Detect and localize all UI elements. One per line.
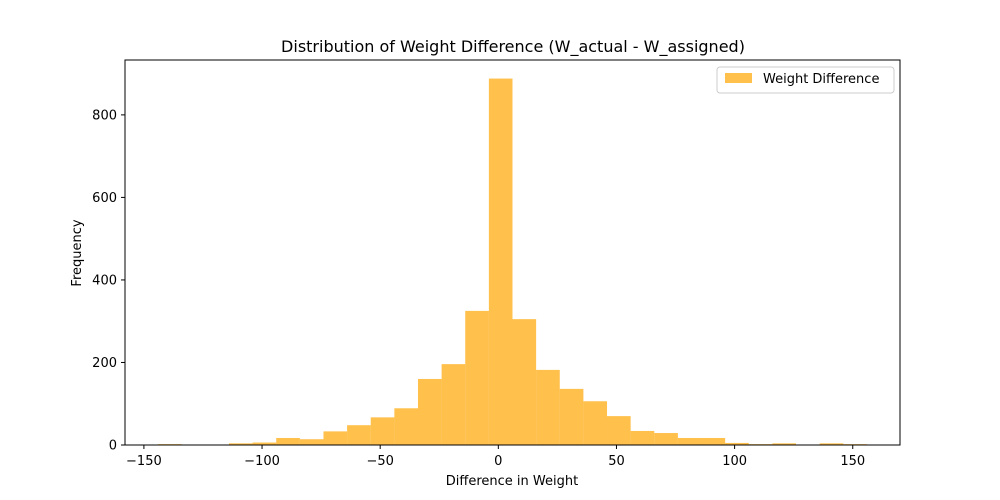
histogram-bar-6 bbox=[299, 439, 324, 445]
histogram-bar-12 bbox=[441, 364, 466, 445]
histogram-bar-8 bbox=[347, 425, 371, 445]
histogram-bar-28 bbox=[819, 443, 844, 445]
x-tick-label: −150 bbox=[126, 454, 162, 469]
chart-title: Distribution of Weight Difference (W_act… bbox=[281, 37, 745, 57]
histogram-bar-4 bbox=[252, 442, 277, 445]
histogram-bar-7 bbox=[323, 431, 348, 445]
bars-group bbox=[158, 78, 867, 446]
y-tick-label: 800 bbox=[92, 108, 117, 123]
histogram-bar-14 bbox=[488, 78, 513, 446]
histogram-bar-24 bbox=[725, 442, 749, 445]
histogram-bar-3 bbox=[228, 443, 253, 445]
y-tick-label: 600 bbox=[92, 191, 117, 206]
histogram-bar-21 bbox=[654, 433, 678, 445]
x-tick-label: 100 bbox=[722, 454, 747, 469]
x-axis-label: Difference in Weight bbox=[446, 474, 578, 489]
histogram-bar-18 bbox=[583, 401, 608, 445]
histogram-bar-13 bbox=[465, 310, 489, 445]
histogram-bar-23 bbox=[701, 437, 726, 445]
x-tick-label: −100 bbox=[244, 454, 280, 469]
x-axis-ticks: −150 −100 −50 0 50 100 150 bbox=[126, 445, 865, 469]
histogram-bar-22 bbox=[677, 437, 702, 445]
histogram-bar-5 bbox=[276, 437, 300, 445]
legend: Weight Difference bbox=[716, 66, 895, 94]
legend-label: Weight Difference bbox=[763, 72, 879, 87]
histogram-bar-16 bbox=[536, 369, 560, 445]
histogram-bar-10 bbox=[394, 408, 418, 445]
legend-swatch bbox=[725, 73, 752, 83]
y-tick-label: 0 bbox=[109, 439, 117, 454]
legend-box bbox=[716, 66, 895, 94]
x-tick-label: 50 bbox=[608, 454, 625, 469]
histogram-bar-9 bbox=[370, 417, 395, 445]
axes-frame bbox=[124, 59, 901, 446]
y-axis-label: Frequency bbox=[70, 219, 85, 286]
x-tick-label: 150 bbox=[840, 454, 865, 469]
y-tick-label: 200 bbox=[92, 356, 117, 371]
histogram-bar-20 bbox=[630, 430, 655, 445]
x-tick-label: 0 bbox=[494, 454, 502, 469]
histogram-bar-11 bbox=[417, 378, 442, 445]
x-tick-label: −50 bbox=[366, 454, 393, 469]
y-tick-label: 400 bbox=[92, 273, 117, 288]
histogram-bar-15 bbox=[512, 319, 537, 445]
histogram-bar-19 bbox=[607, 416, 631, 445]
histogram-bar-26 bbox=[772, 443, 797, 445]
histogram-bar-17 bbox=[559, 388, 584, 445]
y-axis-ticks: 0 200 400 600 800 bbox=[92, 108, 125, 454]
